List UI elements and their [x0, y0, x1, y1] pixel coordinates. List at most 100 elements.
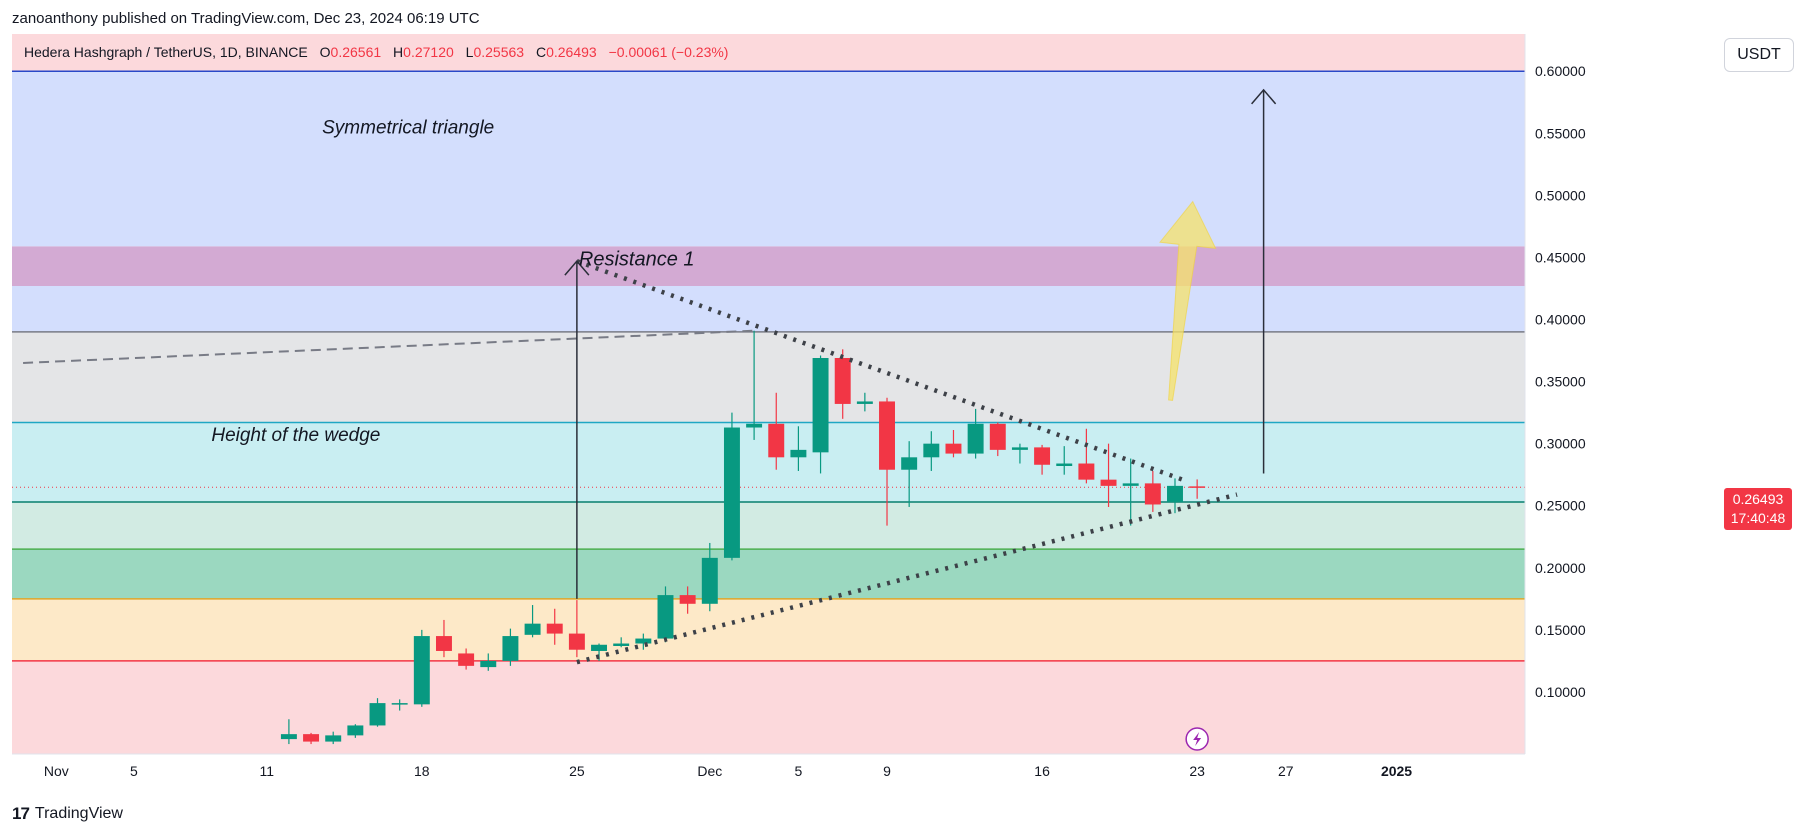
candle-body: [657, 595, 674, 639]
candle-body: [480, 660, 497, 668]
close-label: C: [535, 44, 547, 60]
y-tick-label: 0.10000: [1535, 684, 1586, 700]
candle-body: [1100, 479, 1117, 486]
candle-body: [812, 358, 829, 453]
candle-body: [635, 638, 652, 644]
currency-button[interactable]: USDT: [1724, 38, 1794, 72]
candle-body: [901, 457, 918, 470]
candle-body: [879, 401, 895, 470]
levels-layer: [12, 70, 1527, 662]
triangle-lower-line: [576, 492, 1238, 665]
candle-body: [768, 423, 785, 458]
label-resistance: Resistance 1: [579, 249, 695, 271]
high-label: H: [393, 44, 404, 60]
zones-layer: [12, 34, 1525, 754]
candle-body: [1078, 463, 1095, 480]
zone-band: [12, 34, 1525, 72]
label-symmetrical-triangle: Symmetrical triangle: [322, 117, 494, 138]
candle-body: [856, 401, 873, 404]
footer-brand[interactable]: 17 TradingView: [12, 804, 123, 824]
close-value: 0.26493: [546, 44, 597, 60]
y-tick-label: 0.15000: [1535, 622, 1586, 638]
x-tick-label: 27: [1278, 763, 1294, 779]
x-tick-label: 9: [883, 763, 891, 779]
x-axis[interactable]: Nov 5 11 18 25 Dec 5 9 16 23 27 2025: [12, 753, 1525, 779]
low-value: 0.25563: [473, 44, 525, 60]
candle-body: [347, 725, 364, 736]
candle-body: [458, 653, 475, 666]
y-tick-label: 0.45000: [1535, 249, 1586, 265]
candle-body: [502, 636, 519, 661]
x-tick-label: 23: [1189, 763, 1205, 779]
candle-body: [369, 703, 386, 726]
candle-body: [568, 633, 585, 650]
symbol-name[interactable]: Hedera Hashgraph / TetherUS, 1D, BINANCE: [24, 44, 308, 60]
candle-body: [723, 427, 740, 558]
zone-band: [12, 331, 1525, 423]
candle-body: [524, 623, 541, 635]
candle-body: [1034, 447, 1051, 465]
y-tick-label: 0.30000: [1535, 436, 1586, 452]
target-arrow-head: [1251, 88, 1277, 105]
zone-band: [12, 71, 1525, 247]
y-axis[interactable]: 0.10000 0.15000 0.20000 0.25000 0.30000 0.350…: [1524, 34, 1586, 754]
zone-band: [12, 549, 1525, 599]
x-tick-label: 16: [1034, 763, 1050, 779]
zone-band: [12, 286, 1525, 332]
breakout-arrow: [1159, 200, 1217, 401]
symbol-header[interactable]: Hedera Hashgraph / TetherUS, 1D, BINANCE…: [24, 44, 728, 60]
zone-band: [12, 502, 1525, 550]
candle-body: [1011, 447, 1028, 450]
candle-body: [546, 623, 563, 634]
candle-body: [701, 557, 718, 604]
candles-layer: [280, 330, 1206, 745]
brand-name: TradingView: [34, 805, 123, 822]
candle-body: [746, 423, 763, 428]
candle-body: [679, 595, 696, 604]
candle-body: [923, 443, 940, 458]
high-value: 0.27120: [403, 44, 454, 60]
x-tick-label: 5: [795, 763, 803, 779]
candle-body: [989, 423, 1006, 450]
x-tick-label: Dec: [697, 763, 722, 779]
last-price-value: 0.26493: [1732, 491, 1784, 507]
last-price-badge: 0.26493 17:40:48: [1724, 488, 1792, 530]
x-tick-label: 11: [259, 763, 274, 779]
publisher-line: zanoanthony published on TradingView.com…: [12, 10, 480, 27]
candle-body: [413, 636, 430, 705]
zone-band: [12, 660, 1525, 754]
x-tick-label: 18: [414, 763, 430, 779]
height-arrow-head: [564, 260, 590, 276]
price-chart[interactable]: Symmetrical triangle Resistance 1 Height o…: [12, 34, 1712, 790]
candle-body: [591, 644, 608, 651]
candle-body: [834, 358, 851, 404]
y-tick-label: 0.50000: [1535, 187, 1586, 203]
candle-body: [613, 643, 630, 646]
candle-body: [967, 423, 984, 454]
candle-body: [303, 734, 320, 742]
y-tick-label: 0.35000: [1535, 374, 1586, 390]
bar-countdown: 17:40:48: [1730, 510, 1786, 526]
open-value: 0.26561: [330, 44, 382, 60]
drawings-layer: Symmetrical triangle Resistance 1 Height o…: [23, 88, 1277, 751]
candle-body: [1167, 485, 1183, 502]
tradingview-logo-icon: 17: [12, 804, 30, 823]
y-tick-label: 0.40000: [1535, 312, 1586, 328]
candle-body: [325, 735, 342, 742]
x-tick-label: 5: [130, 763, 138, 779]
y-tick-label: 0.55000: [1535, 125, 1586, 141]
breakout-arrow-shape: [1159, 200, 1217, 401]
open-label: O: [319, 44, 331, 60]
candle-body: [790, 449, 807, 458]
x-tick-label: Nov: [44, 763, 69, 779]
x-tick-label: 2025: [1381, 763, 1412, 779]
zone-band: [12, 246, 1525, 286]
candle-body: [1056, 463, 1073, 466]
candle-body: [435, 636, 452, 651]
candle-body: [391, 703, 408, 705]
y-tick-label: 0.25000: [1535, 498, 1586, 514]
change-value: −0.00061 (−0.23%): [608, 44, 729, 60]
candle-body: [280, 734, 297, 740]
candle-body: [945, 443, 962, 454]
candle-body: [1189, 486, 1206, 488]
